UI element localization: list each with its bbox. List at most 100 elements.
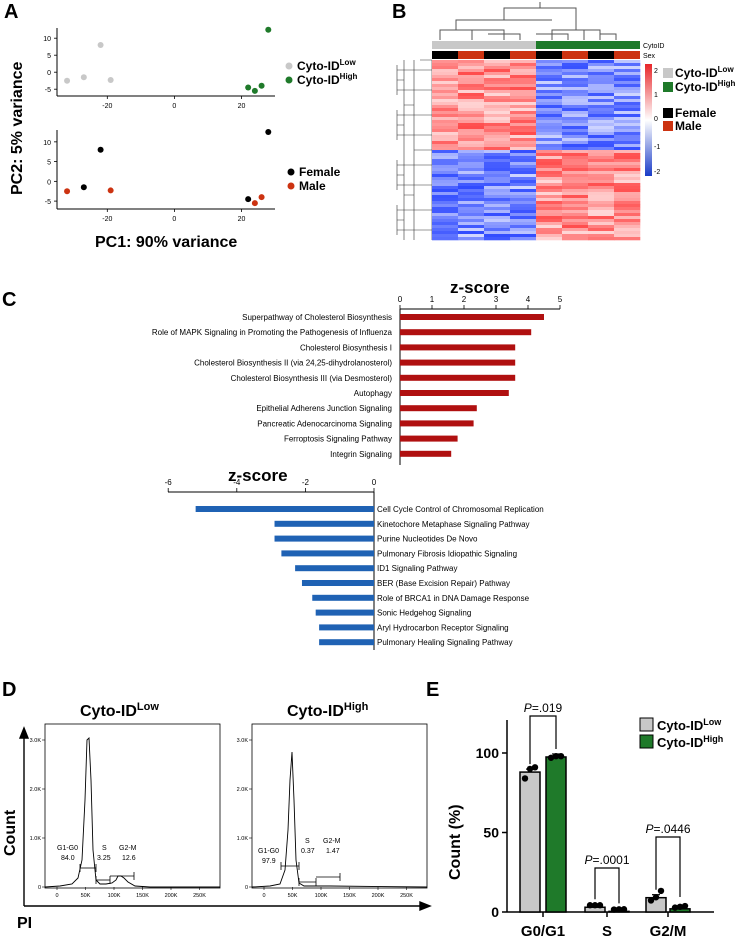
gate-s-value: 0.37 [301, 848, 315, 855]
heatmap-cell [510, 135, 537, 139]
heatmap-cell [588, 63, 615, 67]
heatmap-cell [588, 87, 615, 91]
heatmap-cell [614, 177, 641, 181]
pca-bottom-ticks: 10 5 0 -5 -20 0 20 [43, 140, 245, 223]
gate-g2-value: 1.47 [326, 848, 340, 855]
heatmap-cell [432, 63, 459, 67]
heatmap-cell [458, 225, 485, 229]
anno-cell-sex [432, 51, 458, 59]
heatmap-cell [458, 192, 485, 196]
x-tick-label: 20 [238, 103, 246, 110]
heatmap-cell [432, 69, 459, 73]
heatmap-cell [510, 222, 537, 226]
heatmap-cell [536, 168, 563, 172]
hist-x-tick-label: 100K [315, 893, 328, 899]
heatmap-cell [536, 123, 563, 127]
heatmap-cell [432, 237, 459, 241]
heatmap-cell [588, 225, 615, 229]
heatmap-cell [484, 78, 511, 82]
panel-letter-b: B [392, 1, 406, 23]
heatmap-cell [484, 222, 511, 226]
y-tick-label: 5 [47, 53, 51, 60]
heatmap-cell [562, 96, 589, 100]
bar-ytick-label: 100 [476, 745, 500, 761]
heatmap-cell [432, 234, 459, 238]
heatmap-cell [536, 66, 563, 70]
heatmap-cell [588, 75, 615, 79]
heatmap-cell [510, 60, 537, 64]
heatmap-cell [458, 141, 485, 145]
neg-bar-label: BER (Base Excision Repair) Pathway [377, 579, 510, 588]
x-tick-label: -20 [102, 216, 112, 223]
heatmap-cell [614, 132, 641, 136]
hist-low-axes: 3.0K 2.0K 1.0K 0 0 50K 100K 150K 200K 250K [30, 738, 207, 899]
heatmap-cell [458, 72, 485, 76]
heatmap-cell [510, 195, 537, 199]
bar-point [657, 887, 665, 895]
pca-point [107, 77, 114, 84]
anno-cell-cytoid [614, 41, 640, 49]
heatmap-cell [562, 132, 589, 136]
heatmap-cell [432, 183, 459, 187]
heatmap-cell [458, 150, 485, 154]
pca-top-axes [56, 28, 275, 97]
heatmap-cell [536, 150, 563, 154]
hist-ylabel: Count [2, 809, 19, 856]
heatmap-cell [484, 66, 511, 70]
heatmap-cell [458, 207, 485, 211]
heatmap-cell [588, 219, 615, 223]
neg-bar [315, 609, 374, 616]
scale-tick: 1 [654, 92, 658, 99]
heatmap-cell [510, 90, 537, 94]
heatmap-cell [536, 189, 563, 193]
heatmap-cell [562, 207, 589, 211]
panel-c-zscore: z-score 0 1 2 3 4 5 Superpathway of Cholester… [152, 278, 563, 650]
hist-y-tick-label: 0 [245, 885, 248, 891]
heatmap-cell [614, 129, 641, 133]
zscore-title-negative: z-score [228, 466, 288, 485]
heatmap-cell [588, 111, 615, 115]
heatmap-cell [536, 183, 563, 187]
heatmap-cell [432, 99, 459, 103]
heatmap-cell [432, 150, 459, 154]
heatmap-cell [614, 108, 641, 112]
neg-bar-label: Aryl Hydrocarbon Receptor Signaling [377, 623, 509, 632]
hist-x-tick-label: 250K [400, 893, 413, 899]
heatmap-cell [510, 234, 537, 238]
heatmap-cell [562, 177, 589, 181]
heatmap-cell [458, 228, 485, 232]
legend-swatch-male [287, 182, 295, 190]
heatmap-cell [588, 144, 615, 148]
heatmap-cell [588, 81, 615, 85]
heatmap-cell [432, 132, 459, 136]
heatmap-cell [432, 153, 459, 157]
heatmap-cell [432, 93, 459, 97]
heatmap-cell [432, 126, 459, 130]
pos-bar [400, 374, 516, 381]
heatmap-cell [588, 117, 615, 121]
heatmap-cell [614, 189, 641, 193]
pca-point [251, 200, 258, 207]
heatmap-cell [458, 186, 485, 190]
significance-bracket [594, 867, 620, 904]
heatmap-cell [432, 177, 459, 181]
heatmap-cell [484, 180, 511, 184]
heatmap-cell [588, 78, 615, 82]
heatmap-cell [588, 129, 615, 133]
anno-cell-cytoid [484, 41, 510, 49]
anno-cell-sex [562, 51, 588, 59]
heatmap-cell [588, 90, 615, 94]
neg-bar [301, 580, 374, 586]
pca-point [80, 184, 87, 191]
hist-box-high [251, 723, 428, 889]
heatmap-cell [458, 183, 485, 187]
heatmap-cell [588, 180, 615, 184]
bar-point [620, 906, 628, 913]
heatmap-cell [562, 144, 589, 148]
heatmap-cell [484, 231, 511, 235]
heatmap-cell [536, 117, 563, 121]
heatmap-cell [562, 99, 589, 103]
heatmap-cell [484, 75, 511, 79]
heatmap-cell [536, 105, 563, 109]
heatmap-cell [562, 75, 589, 79]
